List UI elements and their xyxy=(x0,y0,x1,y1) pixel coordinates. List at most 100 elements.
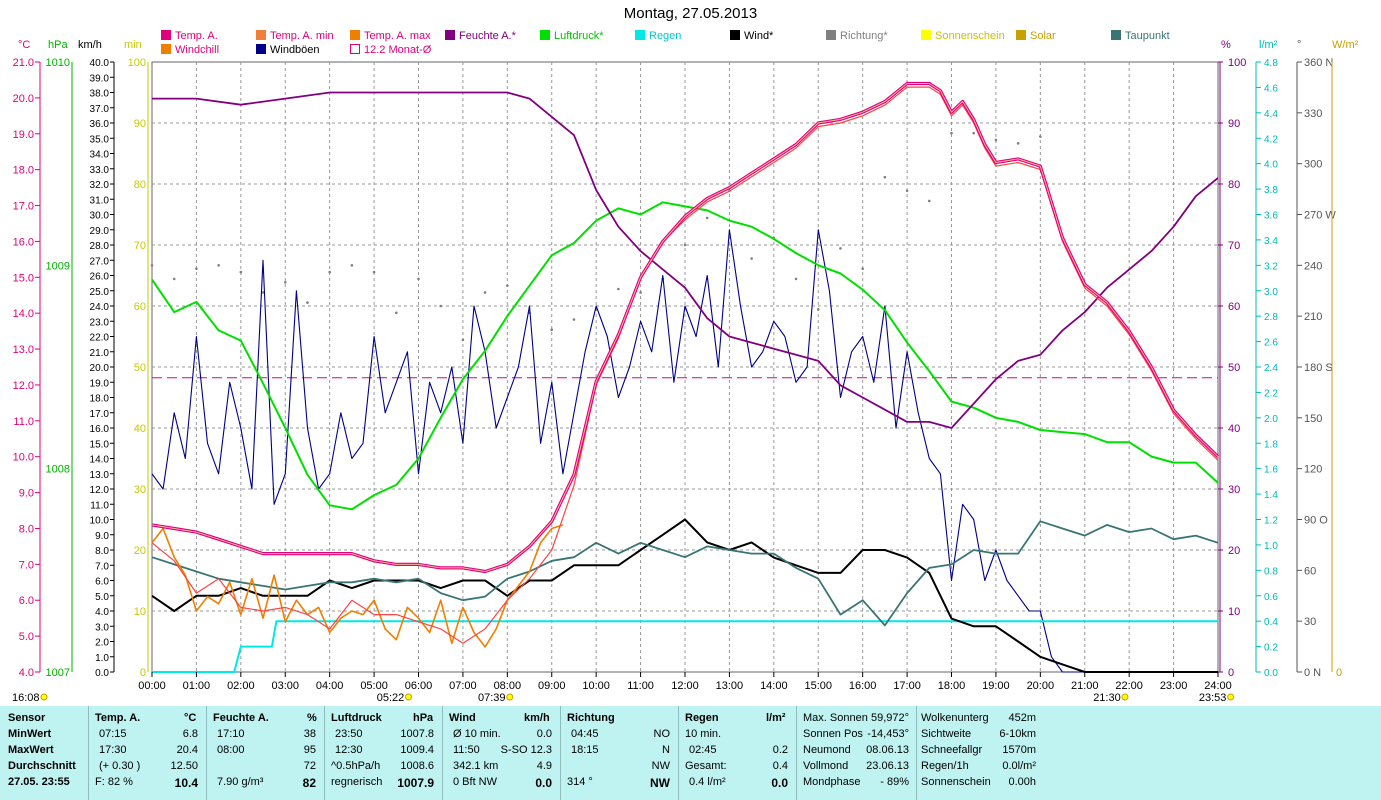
x-tick-label: 24:00 xyxy=(1204,680,1232,692)
unit-min: min xyxy=(124,39,142,51)
humidity-tick-label: 70 xyxy=(1228,240,1240,252)
unit-temp: °C xyxy=(18,39,31,51)
wind-tick-label: 39.0 xyxy=(90,73,110,84)
x-tick-label: 14:00 xyxy=(760,680,788,692)
legend-gust: Windböen xyxy=(256,44,320,56)
temp-avg-value: 12.50 xyxy=(170,760,198,772)
x-tick-label: 05:00 xyxy=(360,680,388,692)
minutes-tick-label: 50 xyxy=(134,362,146,374)
x-tick-label: 12:00 xyxy=(671,680,699,692)
new-moon-value: 08.06.13 xyxy=(866,744,909,756)
wind-tick-label: 26.0 xyxy=(90,272,110,283)
pressure-max-time: 12:30 xyxy=(335,744,363,756)
rain-tick-label: 4.6 xyxy=(1264,83,1278,94)
unit-pct: % xyxy=(1221,39,1231,51)
humidity-tick-label: 80 xyxy=(1228,179,1240,191)
wind-tick-label: 1.0 xyxy=(95,653,109,664)
rain-total-label: Gesamt: xyxy=(685,760,727,772)
wind-avg-value: 0.0 xyxy=(536,728,552,740)
x-tick-label: 10:00 xyxy=(582,680,610,692)
direction-header: Richtung xyxy=(567,712,615,724)
minutes-tick-label: 90 xyxy=(134,118,146,130)
x-tick-label: 23:00 xyxy=(1160,680,1188,692)
humidity-header: Feuchte A. xyxy=(213,712,269,724)
pressure-unit: hPa xyxy=(413,712,434,724)
event-time-label: 21:30 xyxy=(1093,692,1121,704)
wind-tick-label: 37.0 xyxy=(90,104,110,115)
humidity-min-value: 38 xyxy=(303,728,316,740)
direction-time-1: 04:45 xyxy=(571,728,599,740)
event-time-label: 16:08 xyxy=(12,692,40,704)
humidity-max-time: 08:00 xyxy=(217,744,245,756)
pressure-current: 1007.9 xyxy=(397,776,434,790)
direction-point xyxy=(372,270,376,274)
rain-tick-label: 4.8 xyxy=(1264,58,1278,69)
humidity-tick-label: 100 xyxy=(1228,57,1246,69)
direction-point xyxy=(150,264,154,267)
snowline-label: Schneefallgr xyxy=(921,744,983,756)
legend-month-avg: 12.2 Monat-Ø xyxy=(350,44,431,56)
event-time-label: 07:39 xyxy=(478,692,506,704)
wind-tick-label: 2.0 xyxy=(95,638,109,649)
direction-point xyxy=(239,270,243,274)
direction-point xyxy=(306,301,309,304)
pressure-min-value: 1007.8 xyxy=(400,728,434,740)
temp-tick-label: 14.0 xyxy=(13,308,34,320)
wind-tick-label: 33.0 xyxy=(90,165,110,176)
direction-avg-value: NW xyxy=(651,760,670,772)
visibility-label: Sichtweite xyxy=(921,728,972,740)
direction-point xyxy=(1039,135,1042,138)
unit-wm2: W/m² xyxy=(1332,39,1359,51)
direction-point xyxy=(394,311,398,315)
direction-value-2: N xyxy=(662,744,670,756)
humidity-min-time: 17:10 xyxy=(217,728,245,740)
summary-footer: Sensor MinWert MaxWert Durchschnitt 27.0… xyxy=(0,706,1381,800)
sun-pos-label: Sonnen Pos xyxy=(803,728,863,740)
wind-mean-value: 4.9 xyxy=(536,760,552,772)
legend-direction: Richtung* xyxy=(826,30,888,42)
x-tick-label: 19:00 xyxy=(982,680,1010,692)
direction-tick-label: 180 S xyxy=(1304,362,1333,374)
temp-min-value: 6.8 xyxy=(182,728,198,740)
x-tick-label: 09:00 xyxy=(538,680,566,692)
row-label-max: MaxWert xyxy=(8,744,54,756)
unit-kmh: km/h xyxy=(78,39,102,51)
rain-tick-label: 2.8 xyxy=(1264,312,1278,323)
direction-current: NW xyxy=(650,776,670,790)
rain-tick-label: 1.6 xyxy=(1264,465,1278,476)
legend-swatch xyxy=(256,30,266,40)
unit-lm2: l/m² xyxy=(1259,39,1278,51)
temp-tick-label: 16.0 xyxy=(13,236,34,248)
wind-tick-label: 25.0 xyxy=(90,287,110,298)
direction-point xyxy=(506,284,509,287)
minutes-tick-label: 100 xyxy=(128,57,146,69)
wind-tick-label: 16.0 xyxy=(90,424,110,435)
series-temp-a-inner xyxy=(151,83,1219,572)
wind-tick-label: 17.0 xyxy=(90,409,110,420)
wind-tick-label: 6.0 xyxy=(95,577,109,588)
direction-point xyxy=(683,243,687,247)
x-tick-label: 00:00 xyxy=(138,680,166,692)
legend-wind: Wind* xyxy=(730,30,773,42)
rain-tick-label: 1.2 xyxy=(1264,516,1278,527)
rain-max-value: 0.2 xyxy=(772,744,788,756)
direction-point xyxy=(705,216,709,220)
legend-humidity: Feuchte A.* xyxy=(445,30,516,42)
humidity-tick-label: 0 xyxy=(1228,667,1234,679)
sensor-header: Sensor xyxy=(8,712,46,724)
wind-tick-label: 30.0 xyxy=(90,211,110,222)
unit-deg: ° xyxy=(1297,39,1302,51)
legend-swatch xyxy=(540,30,550,40)
x-tick-label: 11:00 xyxy=(627,680,654,692)
minutes-tick-label: 10 xyxy=(134,606,146,618)
pressure-header: Luftdruck xyxy=(331,712,382,724)
direction-point xyxy=(927,199,931,203)
temp-tick-label: 12.0 xyxy=(13,380,34,392)
wind-avg-label: Ø 10 min. xyxy=(453,728,501,740)
wind-tick-label: 3.0 xyxy=(95,622,109,633)
wind-tick-label: 10.0 xyxy=(90,516,110,527)
sun-event-icon xyxy=(1121,693,1129,701)
temp-tick-label: 11.0 xyxy=(13,416,34,428)
x-tick-label: 03:00 xyxy=(271,680,299,692)
legend-swatch xyxy=(921,30,931,40)
